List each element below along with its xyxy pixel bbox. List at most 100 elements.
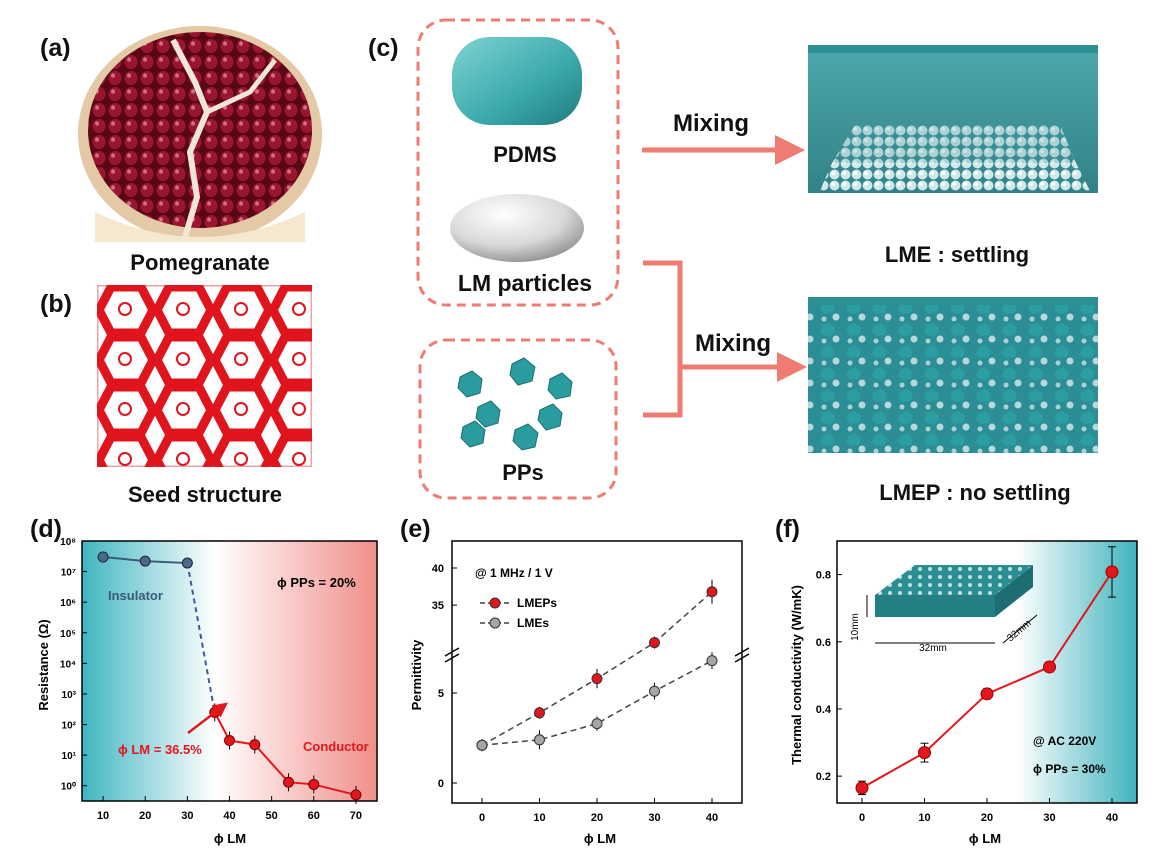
x-tick-label: 20 bbox=[981, 812, 993, 824]
x-tick-label: 50 bbox=[266, 810, 278, 822]
y-tick-label: 10¹ bbox=[62, 751, 77, 762]
thermal-point bbox=[1043, 660, 1056, 674]
y-tick-label: 10⁵ bbox=[60, 629, 76, 640]
data-point-LMEPs bbox=[649, 637, 660, 649]
x-tick-label: 20 bbox=[139, 810, 151, 822]
conductor-point bbox=[224, 735, 235, 747]
y-tick-label: 0.4 bbox=[816, 704, 832, 716]
data-point-LMEs bbox=[649, 685, 660, 697]
resistance-plot-area bbox=[82, 541, 377, 801]
y-tick-label: 0 bbox=[438, 778, 444, 790]
pomegranate-caption: Pomegranate bbox=[130, 250, 270, 275]
x-tick-label: 70 bbox=[350, 810, 362, 822]
x-tick-label: 40 bbox=[223, 810, 235, 822]
y-tick-label: 0.6 bbox=[816, 637, 831, 649]
inset-height-label: 10mm bbox=[850, 613, 861, 641]
lm-particles-label: LM particles bbox=[457, 270, 593, 296]
insulator-point bbox=[181, 557, 193, 569]
axis-break-right bbox=[734, 647, 750, 663]
x-tick-label: 0 bbox=[479, 812, 485, 824]
panel-a-label: (a) bbox=[40, 34, 71, 62]
permittivity-x-axis-label: ϕ LM bbox=[584, 831, 616, 846]
seed-caption: Seed structure bbox=[127, 482, 283, 507]
y-tick-label: 0.8 bbox=[816, 570, 831, 582]
legend-marker bbox=[489, 597, 501, 609]
resistance-x-axis-label: ϕ LM bbox=[214, 831, 246, 846]
legend-label: LMEs bbox=[517, 616, 549, 630]
pps-label: PPs bbox=[502, 460, 544, 485]
inset-width-label: 32mm bbox=[919, 643, 947, 654]
panel-d-label: (d) bbox=[30, 515, 62, 543]
insulator-point bbox=[97, 551, 109, 563]
y-tick-label: 40 bbox=[432, 563, 444, 575]
y-tick-label: 10⁷ bbox=[61, 568, 76, 579]
y-tick-label: 10⁴ bbox=[60, 659, 76, 670]
thermal-point bbox=[855, 781, 869, 795]
x-tick-label: 10 bbox=[97, 810, 109, 822]
thermal-y-axis-label: Thermal conductivity (W/mK) bbox=[789, 585, 804, 765]
pps-30-annotation: ϕ PPs = 30% bbox=[1033, 762, 1106, 776]
x-tick-label: 20 bbox=[591, 812, 603, 824]
legend-marker bbox=[489, 617, 501, 629]
y-tick-label: 10³ bbox=[62, 690, 77, 701]
thermal-point bbox=[918, 746, 931, 760]
pps-20-annotation: ϕ PPs = 20% bbox=[277, 575, 356, 590]
resistance-chart: 10 20 30 40 50 60 70 10⁰ 10¹ 10² 10³ 10⁴ 10⁵ 10⁶ 10⁷ 10… bbox=[36, 537, 378, 846]
x-tick-label: 30 bbox=[1043, 812, 1055, 824]
conductor-annotation: Conductor bbox=[303, 739, 369, 754]
pdms-label: PDMS bbox=[493, 142, 557, 167]
data-point-LMEPs bbox=[706, 586, 718, 598]
data-point-LMEPs bbox=[591, 673, 603, 685]
y-tick-label: 10⁶ bbox=[60, 598, 76, 609]
y-tick-label: 5 bbox=[438, 688, 444, 700]
y-tick-label: 10⁸ bbox=[60, 537, 76, 548]
threshold-annotation: ϕ LM = 36.5% bbox=[118, 742, 202, 757]
x-tick-label: 60 bbox=[308, 810, 320, 822]
lmep-caption: LMEP : no settling bbox=[879, 480, 1071, 505]
resistance-y-axis-label: Resistance (Ω) bbox=[36, 619, 51, 710]
pomegranate-photo bbox=[78, 26, 322, 242]
data-point-LMEs bbox=[706, 655, 718, 667]
panel-c-label: (c) bbox=[368, 34, 399, 62]
y-tick-label: 0.2 bbox=[816, 771, 831, 783]
conductor-point bbox=[283, 776, 294, 788]
y-tick-label: 35 bbox=[432, 600, 444, 612]
data-point-LMEs bbox=[476, 739, 488, 751]
data-point-LMEPs bbox=[534, 707, 545, 719]
thermal-point bbox=[1105, 565, 1119, 579]
thermal-x-axis-label: ϕ LM bbox=[969, 831, 1001, 846]
thermal-chart: 32mm 10mm 32mm 0 10 20 30 400.20.40.60.8 The… bbox=[789, 540, 1138, 846]
series-line-LMEs bbox=[481, 659, 713, 746]
thermal-point bbox=[980, 687, 994, 701]
thermal-condition: @ AC 220V bbox=[1033, 734, 1096, 748]
panel-b-label: (b) bbox=[40, 290, 72, 318]
sample-inset bbox=[866, 565, 1038, 644]
data-point-LMEs bbox=[534, 734, 545, 746]
y-tick-label: 10⁰ bbox=[61, 782, 76, 793]
seed-structure-image bbox=[97, 285, 312, 467]
panel-e-label: (e) bbox=[400, 515, 431, 543]
x-tick-label: 0 bbox=[859, 812, 865, 824]
x-tick-label: 40 bbox=[1106, 812, 1118, 824]
axis-break-left bbox=[444, 647, 460, 663]
insulator-point bbox=[139, 555, 151, 567]
panel-c-diagram bbox=[416, 18, 1098, 500]
conductor-point bbox=[249, 739, 261, 751]
conductor-point bbox=[350, 789, 362, 801]
permittivity-condition: @ 1 MHz / 1 V bbox=[475, 566, 553, 580]
transition-line-upper bbox=[186, 562, 216, 713]
conductor-point bbox=[308, 778, 320, 790]
lme-caption: LME : settling bbox=[884, 242, 1030, 267]
permittivity-y-axis-label: Permittivity bbox=[409, 639, 424, 711]
x-tick-label: 40 bbox=[706, 812, 718, 824]
mixing-label-top: Mixing bbox=[673, 110, 749, 137]
x-tick-label: 10 bbox=[918, 812, 930, 824]
x-tick-label: 30 bbox=[181, 810, 193, 822]
mixing-label-bottom: Mixing bbox=[695, 330, 771, 357]
data-point-LMEs bbox=[591, 718, 603, 730]
x-tick-label: 30 bbox=[648, 812, 660, 824]
permittivity-chart: 0 10 20 30 40 0 5 35 40 LMEPs LMEs Permittivity ϕ … bbox=[409, 540, 750, 846]
legend-label: LMEPs bbox=[517, 596, 557, 610]
y-tick-label: 10² bbox=[62, 721, 77, 732]
x-tick-label: 10 bbox=[533, 812, 545, 824]
